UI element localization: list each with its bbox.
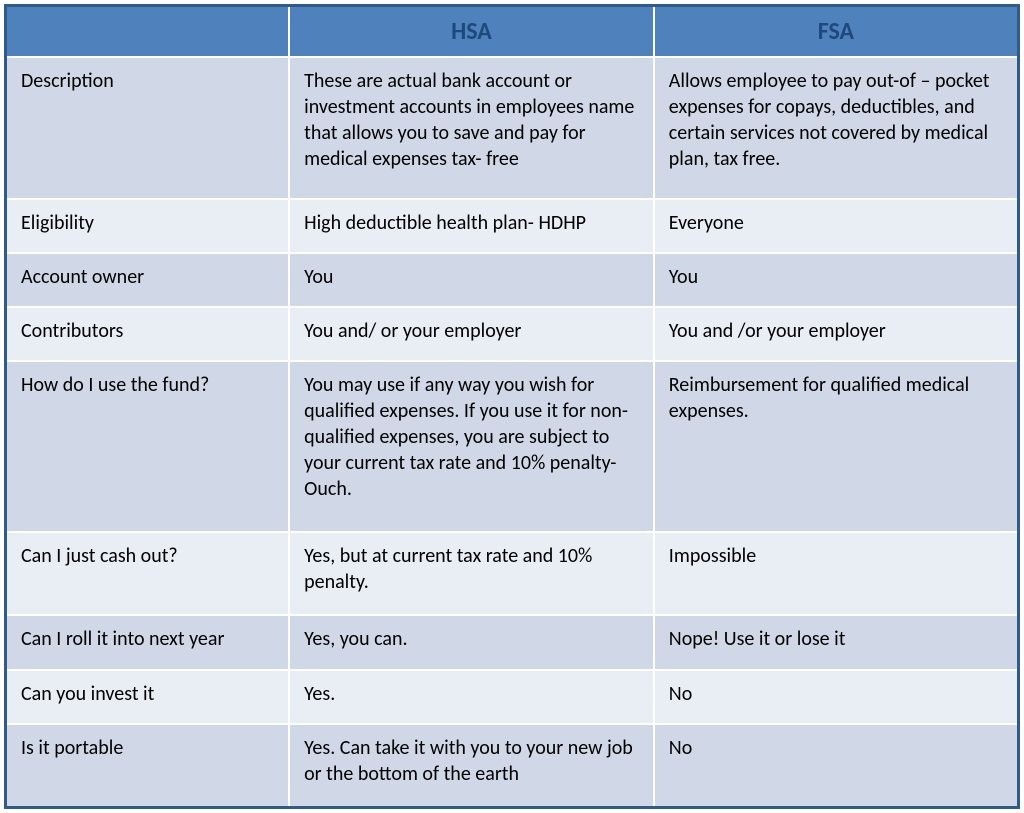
cell-hsa: These are actual bank account or investm… xyxy=(289,57,654,199)
table-row: Contributors You and/ or your employer Y… xyxy=(6,307,1019,361)
header-blank xyxy=(6,6,290,58)
table-row: How do I use the fund? You may use if an… xyxy=(6,361,1019,532)
cell-hsa: You and/ or your employer xyxy=(289,307,654,361)
cell-hsa: Yes. xyxy=(289,670,654,724)
hsa-fsa-comparison-table: HSA FSA Description These are actual ban… xyxy=(4,4,1020,809)
table-row: Can I just cash out? Yes, but at current… xyxy=(6,532,1019,615)
row-label: Description xyxy=(6,57,290,199)
cell-fsa: Allows employee to pay out-of – pocket e… xyxy=(654,57,1019,199)
comparison-table-container: HSA FSA Description These are actual ban… xyxy=(0,0,1024,813)
cell-fsa: Impossible xyxy=(654,532,1019,615)
cell-hsa: You xyxy=(289,253,654,307)
table-row: Is it portable Yes. Can take it with you… xyxy=(6,724,1019,808)
row-label: Can you invest it xyxy=(6,670,290,724)
cell-hsa: Yes. Can take it with you to your new jo… xyxy=(289,724,654,808)
header-hsa: HSA xyxy=(289,6,654,58)
row-label: Is it portable xyxy=(6,724,290,808)
row-label: Can I just cash out? xyxy=(6,532,290,615)
table-header-row: HSA FSA xyxy=(6,6,1019,58)
table-row: Can you invest it Yes. No xyxy=(6,670,1019,724)
cell-hsa: You may use if any way you wish for qual… xyxy=(289,361,654,532)
row-label: How do I use the fund? xyxy=(6,361,290,532)
table-row: Can I roll it into next year Yes, you ca… xyxy=(6,615,1019,669)
cell-hsa: High deductible health plan- HDHP xyxy=(289,199,654,253)
cell-fsa: You xyxy=(654,253,1019,307)
row-label: Contributors xyxy=(6,307,290,361)
cell-fsa: Reimbursement for qualified medical expe… xyxy=(654,361,1019,532)
cell-fsa: No xyxy=(654,670,1019,724)
row-label: Account owner xyxy=(6,253,290,307)
cell-fsa: You and /or your employer xyxy=(654,307,1019,361)
table-row: Eligibility High deductible health plan-… xyxy=(6,199,1019,253)
table-row: Description These are actual bank accoun… xyxy=(6,57,1019,199)
cell-hsa: Yes, you can. xyxy=(289,615,654,669)
cell-fsa: Everyone xyxy=(654,199,1019,253)
row-label: Eligibility xyxy=(6,199,290,253)
cell-fsa: Nope! Use it or lose it xyxy=(654,615,1019,669)
header-fsa: FSA xyxy=(654,6,1019,58)
table-row: Account owner You You xyxy=(6,253,1019,307)
cell-fsa: No xyxy=(654,724,1019,808)
row-label: Can I roll it into next year xyxy=(6,615,290,669)
cell-hsa: Yes, but at current tax rate and 10% pen… xyxy=(289,532,654,615)
